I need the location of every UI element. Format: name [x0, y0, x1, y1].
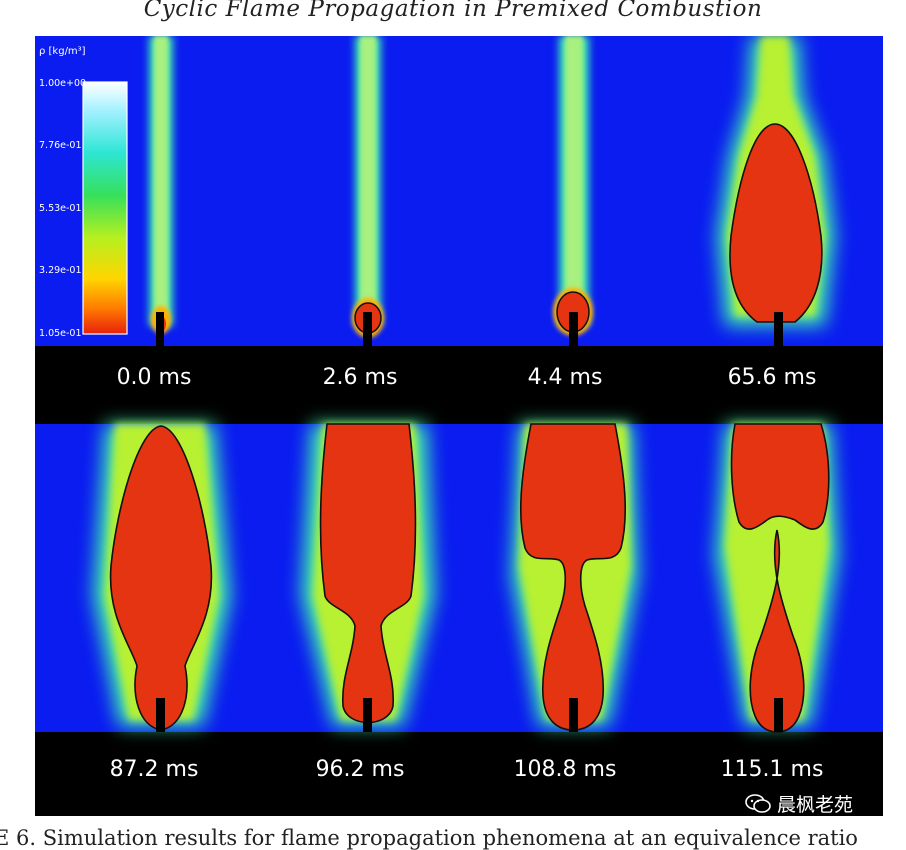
colorbar-title: ρ [kg/m³] [39, 46, 86, 57]
panel-0ms-flame [149, 36, 173, 346]
colorbar-tick: 5.53e-01 [39, 203, 82, 214]
figure-title: Cyclic Flame Propagation in Premixed Com… [143, 0, 763, 22]
time-label: 2.6 ms [322, 365, 398, 390]
figure-caption: E 6. Simulation results for flame propag… [0, 826, 858, 850]
panel-4.4ms-flame [553, 36, 593, 346]
time-label: 65.6 ms [727, 365, 817, 390]
panel-96.2ms-flame [301, 423, 435, 732]
flame-panels-graphic [35, 36, 883, 733]
panel-87.2ms-flame [93, 424, 231, 732]
simulation-figure: ρ [kg/m³] 1.00e+00 7.76e-01 5.53e-01 3.2… [35, 36, 883, 816]
panel-115.1ms-flame [715, 423, 839, 733]
time-label: 0.0 ms [116, 365, 192, 390]
time-label: 87.2 ms [109, 757, 199, 782]
panel-108.8ms-flame [511, 423, 639, 732]
watermark-text: 晨枫老苑 [777, 794, 854, 816]
colorbar-tick: 1.05e-01 [39, 328, 82, 339]
panel-65.6ms-flame [717, 36, 835, 346]
time-label: 96.2 ms [315, 757, 405, 782]
watermark: 晨枫老苑 [745, 790, 853, 817]
wechat-icon [745, 793, 771, 814]
time-label: 108.8 ms [513, 757, 617, 782]
colorbar-tick: 3.29e-01 [39, 265, 82, 276]
colorbar-tick: 1.00e+00 [39, 78, 87, 89]
colorbar-tick: 7.76e-01 [39, 140, 82, 151]
colorbar-gradient [82, 81, 128, 335]
time-label: 4.4 ms [527, 365, 603, 390]
panel-2.6ms-flame [352, 36, 384, 346]
time-label: 115.1 ms [720, 757, 824, 782]
